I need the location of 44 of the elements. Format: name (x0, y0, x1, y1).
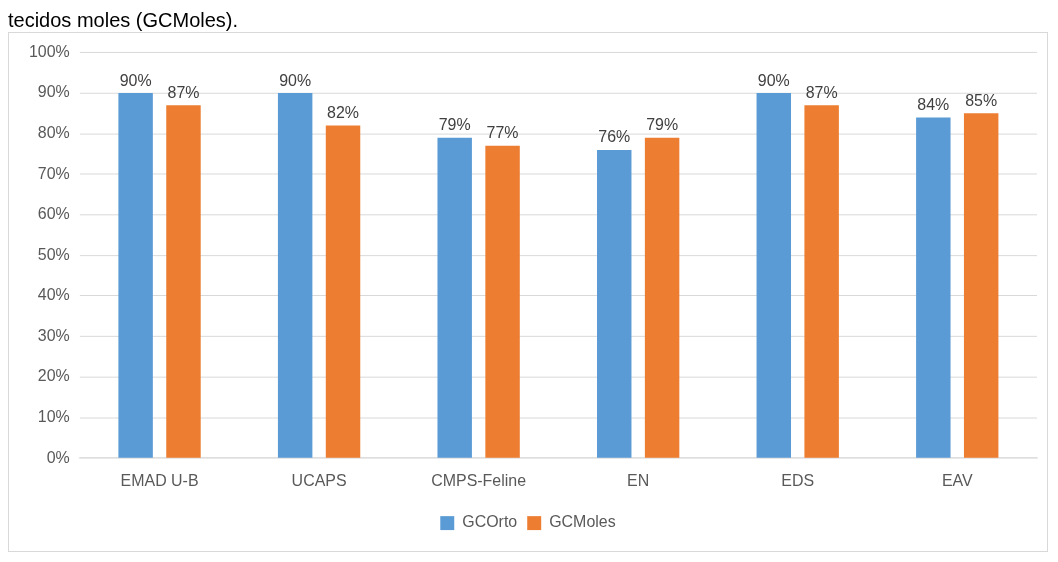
bar (756, 93, 792, 458)
legend-label: GCOrto (462, 513, 518, 531)
y-tick-label: 80% (37, 124, 70, 142)
y-tick-label: 30% (37, 326, 70, 344)
data-label: 87% (167, 83, 200, 101)
x-tick-label: UCAPS (291, 472, 347, 490)
y-tick-label: 90% (37, 83, 70, 101)
data-label: 77% (486, 124, 519, 142)
data-label: 84% (917, 95, 950, 113)
y-tick-label: 10% (37, 408, 70, 425)
y-tick-label: 0% (46, 448, 70, 466)
data-label: 90% (757, 71, 790, 89)
bar (277, 93, 313, 458)
y-tick-label: 60% (37, 205, 70, 223)
x-tick-label: EMAD U-B (120, 472, 199, 490)
bar (644, 137, 680, 458)
data-label: 79% (438, 116, 471, 134)
x-tick-label: EAV (941, 472, 973, 490)
data-label: 87% (805, 83, 838, 101)
bar (485, 145, 520, 458)
bar (325, 125, 361, 458)
x-tick-label: CMPS-Feline (431, 472, 527, 490)
bar (916, 117, 951, 458)
bar (963, 113, 999, 458)
y-tick-label: 40% (37, 286, 70, 304)
bar (597, 149, 632, 458)
data-label: 90% (279, 71, 312, 89)
y-tick-label: 50% (37, 245, 70, 263)
x-tick-label: EN (627, 472, 650, 490)
data-label: 85% (965, 91, 998, 109)
legend-label: GCMoles (549, 513, 616, 531)
y-tick-label: 20% (37, 367, 70, 385)
data-label: 90% (119, 71, 152, 89)
y-tick-label: 70% (37, 164, 70, 182)
data-label: 82% (327, 103, 359, 121)
data-label: 79% (646, 116, 679, 134)
bar (437, 137, 472, 458)
data-label: 76% (598, 128, 631, 146)
text: tecidos moles (GCMoles). (8, 8, 240, 32)
bar (804, 105, 839, 458)
bar (118, 93, 153, 458)
x-tick-label: EDS (781, 472, 815, 490)
y-tick-label: 100% (29, 42, 70, 60)
bar (166, 105, 201, 458)
